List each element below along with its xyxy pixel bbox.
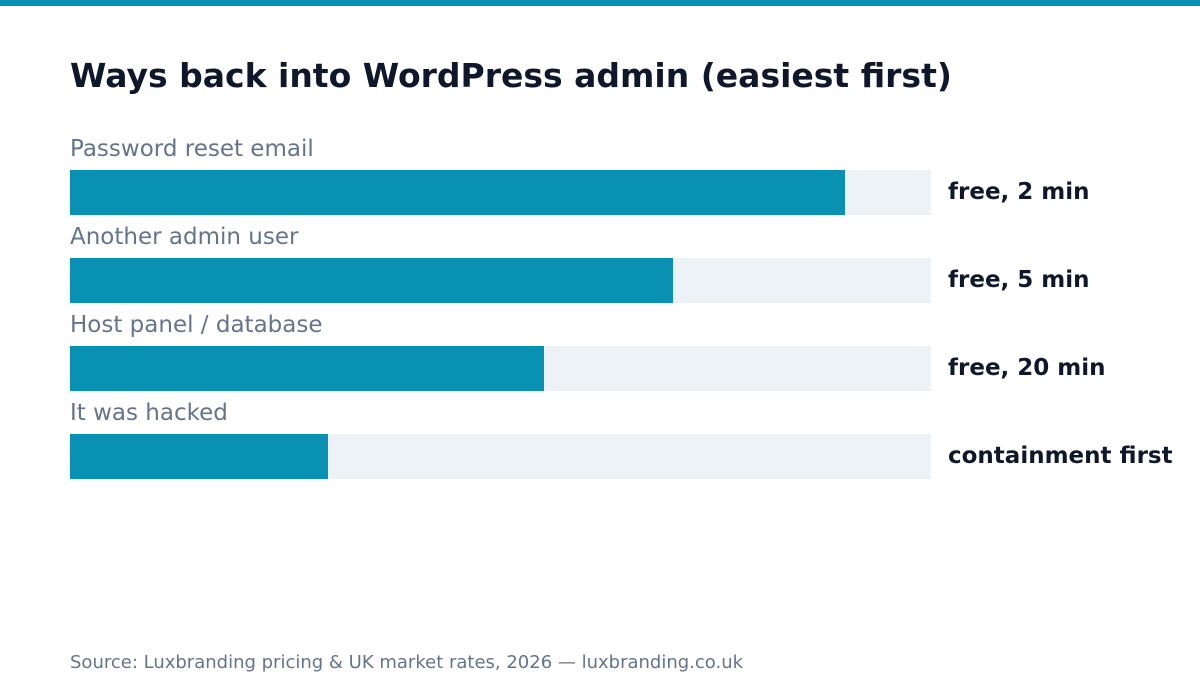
- bar-track: [70, 434, 931, 479]
- bar-row: Another admin user free, 5 min: [70, 222, 1180, 310]
- category-label: Another admin user: [70, 224, 299, 250]
- bar-row: Host panel / database free, 20 min: [70, 310, 1180, 398]
- bar-row: Password reset email free, 2 min: [70, 134, 1180, 222]
- bar-track: [70, 346, 931, 391]
- category-label: It was hacked: [70, 400, 228, 426]
- value-label: free, 2 min: [948, 179, 1090, 205]
- bar: [70, 346, 544, 391]
- bar-track: [70, 170, 931, 215]
- category-label: Password reset email: [70, 136, 314, 162]
- value-label: containment first: [948, 443, 1173, 469]
- source-note: Source: Luxbranding pricing & UK market …: [70, 652, 744, 673]
- bar-track: [70, 258, 931, 303]
- bar: [70, 258, 673, 303]
- bar: [70, 170, 845, 215]
- value-label: free, 20 min: [948, 355, 1106, 381]
- bar: [70, 434, 328, 479]
- chart-title: Ways back into WordPress admin (easiest …: [70, 56, 952, 95]
- category-label: Host panel / database: [70, 312, 323, 338]
- top-accent-bar: [0, 0, 1200, 6]
- value-label: free, 5 min: [948, 267, 1090, 293]
- bar-row: It was hacked containment first: [70, 398, 1180, 486]
